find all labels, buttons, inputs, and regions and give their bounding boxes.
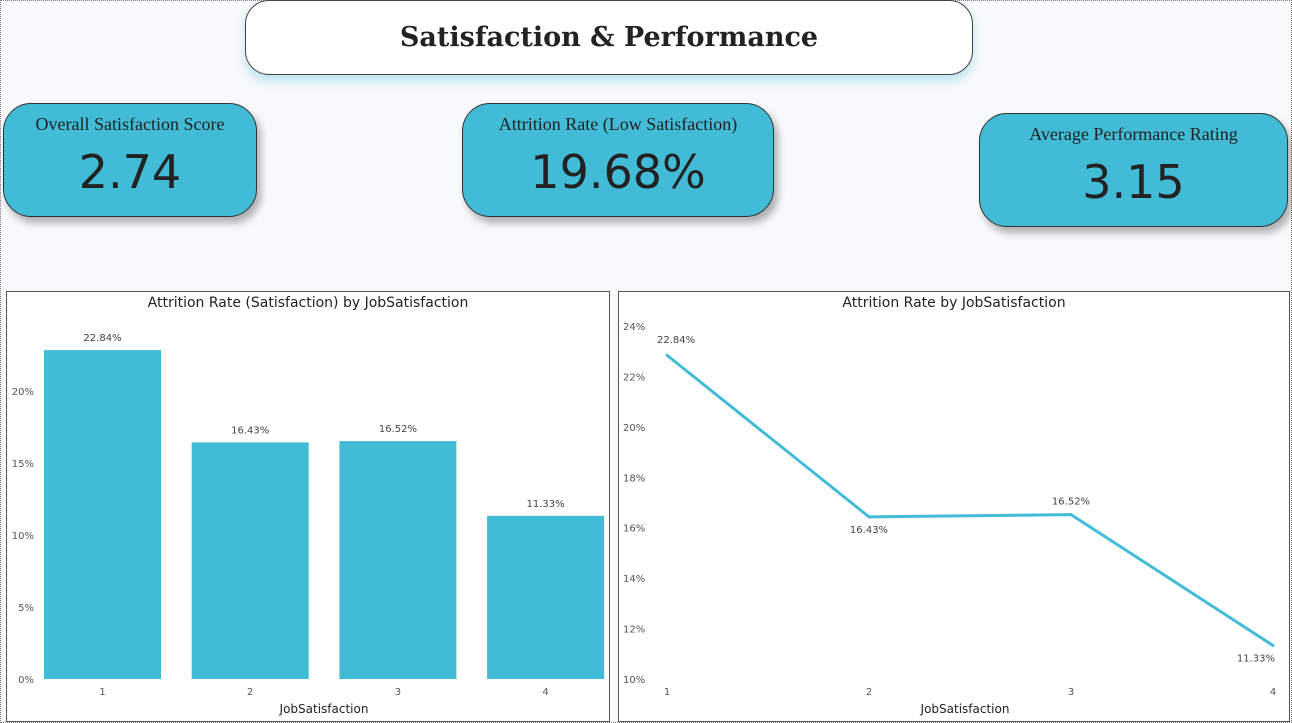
kpi-card-performance: Average Performance Rating 3.15 [979, 113, 1288, 227]
y-tick-label: 20% [12, 387, 34, 398]
y-tick-label: 5% [18, 603, 34, 614]
data-label: 16.52% [1052, 497, 1090, 508]
y-tick-label: 10% [12, 531, 34, 542]
kpi-value: 2.74 [78, 145, 182, 199]
data-label: 11.33% [527, 499, 565, 510]
y-tick-label: 22% [623, 372, 645, 383]
data-point [665, 353, 669, 357]
x-tick-label: 2 [247, 687, 253, 698]
line-chart-panel[interactable]: Attrition Rate by JobSatisfaction 10% 12%… [618, 291, 1290, 722]
data-label: 22.84% [83, 333, 121, 344]
data-point [1069, 513, 1073, 517]
y-tick-label: 20% [623, 423, 645, 434]
data-label: 22.84% [657, 335, 695, 346]
x-axis-title: JobSatisfaction [920, 702, 1010, 716]
bar-chart-panel[interactable]: Attrition Rate (Satisfaction) by JobSati… [6, 291, 610, 722]
kpi-value: 3.15 [1082, 155, 1185, 209]
kpi-card-attrition: Attrition Rate (Low Satisfaction) 19.68% [462, 103, 774, 217]
bar [191, 442, 309, 679]
y-tick-label: 16% [623, 524, 645, 535]
data-label: 11.33% [1237, 653, 1275, 664]
bar [487, 515, 605, 679]
chart-title: Attrition Rate (Satisfaction) by JobSati… [147, 295, 469, 311]
data-point [867, 515, 871, 519]
line-chart: 10% 12% 14% 16% 18% 20% 22% 24% 22.84% 1 16.43% 2 16… [623, 322, 1276, 716]
x-tick-label: 2 [866, 687, 872, 698]
x-tick-label: 4 [542, 687, 548, 698]
data-label: 16.43% [850, 525, 888, 536]
kpi-label: Overall Satisfaction Score [35, 114, 225, 134]
y-tick-label: 14% [623, 574, 645, 585]
y-tick-label: 12% [623, 625, 645, 636]
bar [44, 350, 161, 679]
x-tick-label: 4 [1270, 687, 1276, 698]
y-tick-label: 10% [623, 675, 645, 686]
kpi-value: 19.68% [530, 145, 706, 199]
y-tick-label: 18% [623, 473, 645, 484]
x-tick-label: 1 [664, 687, 670, 698]
x-axis-title: JobSatisfaction [279, 702, 369, 716]
bar [339, 441, 457, 679]
page-title: Satisfaction & Performance [245, 0, 973, 75]
kpi-label: Average Performance Rating [1029, 124, 1238, 144]
x-tick-label: 3 [395, 687, 401, 698]
y-tick-label: 15% [12, 459, 34, 470]
kpi-card-satisfaction: Overall Satisfaction Score 2.74 [3, 103, 257, 217]
chart-title: Attrition Rate by JobSatisfaction [842, 295, 1066, 311]
y-tick-label: 0% [18, 675, 34, 686]
kpi-label: Attrition Rate (Low Satisfaction) [498, 114, 738, 134]
x-tick-label: 1 [99, 687, 105, 698]
data-label: 16.52% [379, 424, 417, 435]
bar-chart: 0% 5% 10% 15% 20% 22.84% 1 16.43% 2 16.52% 3 11.33%… [12, 333, 605, 716]
y-tick-label: 24% [623, 322, 645, 333]
x-tick-label: 3 [1068, 687, 1074, 698]
series-line [666, 354, 1274, 647]
data-label: 16.43% [231, 425, 269, 436]
data-point [1271, 643, 1275, 647]
